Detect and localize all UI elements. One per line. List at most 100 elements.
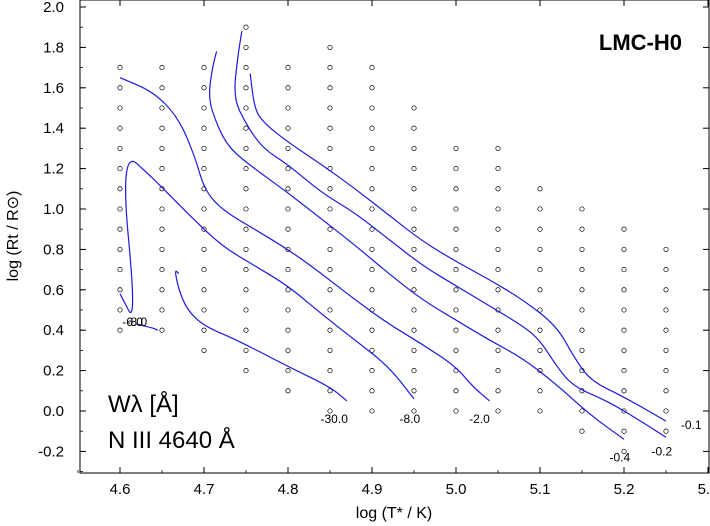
grid-marker	[285, 368, 291, 374]
grid-marker	[663, 368, 669, 374]
grid-marker	[411, 388, 417, 394]
grid-marker	[243, 166, 249, 172]
grid-marker	[495, 186, 501, 192]
grid-marker	[243, 347, 249, 353]
contour-curve-4	[234, 31, 667, 438]
grid-marker	[201, 166, 207, 172]
grid-marker	[159, 85, 165, 91]
grid-marker	[663, 246, 669, 252]
grid-marker	[243, 105, 249, 111]
contour-curves	[119, 31, 667, 440]
grid-marker	[201, 307, 207, 313]
grid-marker	[495, 287, 501, 293]
grid-marker	[243, 307, 249, 313]
grid-marker	[537, 327, 543, 333]
grid-marker	[327, 307, 333, 313]
grid-marker	[201, 65, 207, 71]
grid-marker	[327, 368, 333, 374]
contour-curve-3	[209, 51, 625, 440]
grid-marker	[495, 206, 501, 212]
grid-marker	[201, 105, 207, 111]
grid-marker	[495, 246, 501, 252]
grid-marker	[117, 85, 123, 91]
grid-marker	[537, 307, 543, 313]
x-tick-label: 4.9	[362, 481, 383, 498]
grid-marker	[327, 267, 333, 273]
grid-marker	[201, 145, 207, 151]
grid-marker	[327, 85, 333, 91]
grid-marker	[117, 186, 123, 192]
grid-marker	[411, 347, 417, 353]
grid-marker	[411, 125, 417, 131]
grid-marker	[411, 287, 417, 293]
grid-marker	[243, 125, 249, 131]
grid-marker	[369, 347, 375, 353]
grid-marker	[201, 226, 207, 232]
chart-title: LMC-H0	[599, 30, 682, 55]
contour-curve-5	[249, 73, 667, 422]
grid-marker	[243, 145, 249, 151]
grid-marker	[453, 206, 459, 212]
grid-marker	[117, 166, 123, 172]
grid-marker	[369, 267, 375, 273]
y-tick-label: 0.0	[43, 403, 64, 420]
grid-marker	[285, 347, 291, 353]
grid-marker	[369, 85, 375, 91]
grid-marker	[453, 347, 459, 353]
contour-label: -0.2	[651, 444, 672, 458]
y-tick-label: 0.4	[43, 322, 64, 339]
grid-marker	[495, 368, 501, 374]
grid-marker	[201, 347, 207, 353]
grid-marker	[579, 307, 585, 313]
grid-marker	[495, 267, 501, 273]
grid-marker	[285, 125, 291, 131]
grid-marker	[621, 267, 627, 273]
grid-marker	[537, 246, 543, 252]
contour-curve-2	[119, 77, 490, 402]
grid-marker	[411, 226, 417, 232]
grid-marker	[453, 166, 459, 172]
grid-marker	[243, 65, 249, 71]
y-tick-label: 0.8	[43, 241, 64, 258]
x-tick-label: 5.1	[530, 481, 551, 498]
grid-marker	[117, 125, 123, 131]
y-tick-label: 1.4	[43, 120, 64, 137]
contour-label: -2.0	[469, 412, 490, 426]
grid-marker	[327, 125, 333, 131]
grid-marker	[285, 287, 291, 293]
contour-label: -0.4	[609, 451, 630, 465]
grid-marker	[621, 408, 627, 414]
grid-marker	[621, 327, 627, 333]
grid-marker	[411, 408, 417, 414]
y-tick-label: -0.2	[38, 443, 64, 460]
grid-marker	[411, 186, 417, 192]
grid-marker	[453, 327, 459, 333]
grid-marker	[495, 145, 501, 151]
grid-marker	[537, 388, 543, 394]
contour-label: -8.0	[399, 412, 420, 426]
grid-marker	[369, 327, 375, 333]
y-axis-label: log (Rt / R⊙)	[5, 191, 22, 282]
grid-marker	[159, 145, 165, 151]
legend-line-2: N III 4640 Å	[108, 426, 235, 454]
grid-marker	[117, 327, 123, 333]
grid-marker	[243, 246, 249, 252]
grid-marker	[579, 206, 585, 212]
grid-marker	[285, 327, 291, 333]
grid-marker	[369, 206, 375, 212]
grid-marker	[453, 145, 459, 151]
grid-marker	[537, 226, 543, 232]
grid-marker	[369, 226, 375, 232]
y-tick-label: 1.0	[43, 201, 64, 218]
grid-marker	[117, 145, 123, 151]
grid-marker	[537, 186, 543, 192]
grid-marker	[621, 347, 627, 353]
grid-marker	[579, 408, 585, 414]
grid-marker	[243, 85, 249, 91]
grid-marker	[117, 105, 123, 111]
grid-marker	[663, 388, 669, 394]
grid-marker	[369, 388, 375, 394]
x-tick-label: 4.7	[194, 481, 215, 498]
grid-marker	[369, 287, 375, 293]
